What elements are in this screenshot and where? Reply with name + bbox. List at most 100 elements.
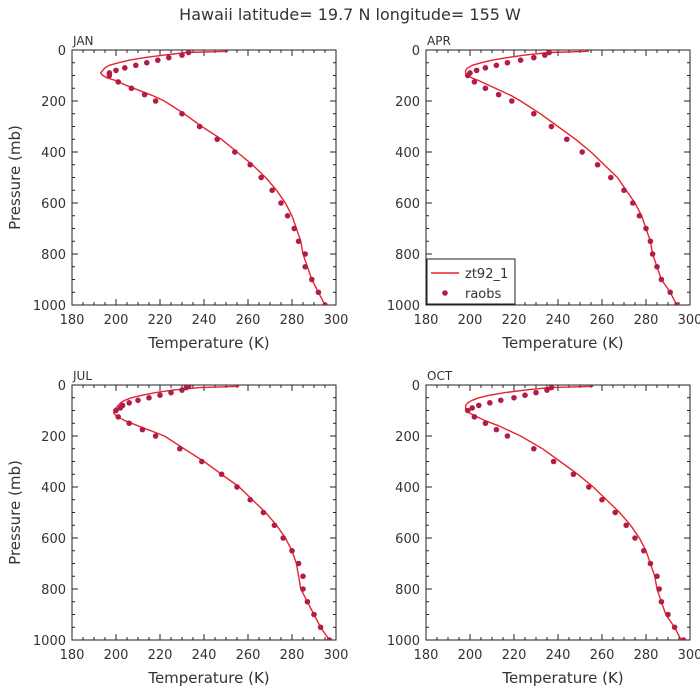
data-point-raobs: [654, 263, 660, 270]
data-point-raobs: [232, 149, 238, 155]
data-point-raobs: [311, 611, 317, 618]
data-point-raobs: [511, 394, 517, 401]
data-point-raobs: [531, 110, 537, 117]
data-point-raobs: [113, 67, 119, 74]
data-point-raobs: [122, 65, 128, 71]
data-point-raobs: [680, 637, 687, 640]
plot-area: [99, 50, 328, 305]
data-point-raobs: [300, 586, 306, 592]
data-point-raobs: [504, 433, 511, 439]
data-point-raobs: [247, 496, 253, 503]
data-point-raobs: [152, 98, 159, 104]
panel-oct: 180 200 220 240 260 280 300 0 200 400 600 800 1000 OC…: [387, 369, 700, 687]
data-point-raobs: [469, 405, 476, 411]
y-tick-label: 200: [41, 430, 66, 445]
data-point-raobs: [586, 484, 592, 490]
x-tick-label: 260: [236, 313, 261, 328]
x-tick-label: 300: [678, 648, 700, 663]
data-point-raobs: [465, 72, 471, 79]
data-point-raobs: [179, 110, 185, 117]
x-tick-label: 260: [236, 648, 261, 663]
data-point-raobs: [126, 400, 132, 406]
series-line-zt92_1: [464, 385, 682, 640]
x-axis-title: Temperature (K): [501, 334, 623, 352]
panels: 180 200 220 240 260 280 300 0 200 400 600 800 1000 JA…: [6, 34, 700, 687]
data-point-raobs: [199, 458, 205, 465]
data-point-raobs: [482, 65, 489, 71]
data-point-raobs: [106, 72, 113, 79]
data-point-raobs: [608, 174, 614, 181]
panel-label: OCT: [427, 369, 453, 383]
data-point-raobs: [115, 79, 121, 85]
x-tick-label: 220: [148, 648, 173, 663]
y-axis-title: Pressure (mb): [6, 460, 24, 565]
y-tick-label: 1000: [33, 299, 66, 314]
data-point-raobs: [302, 251, 309, 257]
data-point-raobs: [139, 426, 146, 433]
data-point-raobs: [280, 535, 287, 541]
panel-apr: 180 200 220 240 260 280 300 0 200 400 600 800 1000 AP…: [387, 34, 700, 352]
y-axis-title: Pressure (mb): [6, 125, 24, 230]
data-point-raobs: [157, 392, 163, 399]
data-point-raobs: [630, 200, 636, 206]
legend-label: zt92_1: [465, 267, 508, 282]
panel-label: APR: [427, 34, 451, 48]
x-tick-label: 300: [324, 648, 349, 663]
data-point-raobs: [542, 52, 548, 58]
panel-jan: 180 200 220 240 260 280 300 0 200 400 600 800 1000 JA…: [6, 34, 348, 352]
data-point-raobs: [126, 420, 132, 427]
data-point-raobs: [196, 123, 203, 130]
data-point-raobs: [599, 496, 605, 503]
data-point-raobs: [522, 392, 528, 399]
y-tick-label: 800: [41, 248, 66, 263]
data-point-raobs: [550, 458, 557, 465]
data-point-raobs: [671, 624, 678, 631]
data-point-raobs: [309, 276, 315, 283]
data-point-raobs: [493, 62, 500, 69]
data-point-raobs: [269, 187, 276, 194]
data-point-raobs: [482, 85, 489, 92]
data-point-raobs: [579, 149, 585, 155]
data-point-raobs: [487, 400, 493, 406]
series-line-zt92_1: [113, 385, 330, 640]
y-tick-label: 800: [395, 583, 420, 598]
x-tick-label: 180: [60, 648, 85, 663]
data-point-raobs: [271, 522, 278, 529]
data-point-raobs: [322, 302, 328, 305]
data-point-raobs: [476, 402, 482, 409]
data-point-raobs: [548, 385, 555, 391]
data-point-raobs: [548, 123, 555, 130]
data-point-raobs: [326, 637, 333, 640]
data-point-raobs: [179, 52, 185, 58]
x-tick-label: 240: [546, 648, 571, 663]
x-tick-label: 240: [192, 648, 217, 663]
data-point-raobs: [665, 611, 671, 618]
x-tick-label: 200: [104, 313, 129, 328]
y-tick-label: 800: [41, 583, 66, 598]
panel-jul: 180 200 220 240 260 280 300 0 200 400 600 800 1000 JU…: [6, 369, 348, 687]
data-point-raobs: [291, 225, 298, 232]
data-point-raobs: [295, 560, 302, 567]
figure-title: Hawaii latitude= 19.7 N longitude= 155 W: [179, 5, 521, 24]
data-point-raobs: [636, 212, 643, 219]
data-point-raobs: [632, 535, 638, 541]
data-point-raobs: [146, 394, 152, 401]
data-point-raobs: [493, 426, 500, 433]
data-point-raobs: [517, 57, 524, 63]
plot-area: [464, 50, 680, 305]
data-point-raobs: [302, 263, 309, 270]
data-point-raobs: [656, 586, 662, 592]
x-tick-label: 180: [414, 648, 439, 663]
x-tick-label: 220: [502, 648, 527, 663]
y-tick-label: 400: [395, 481, 420, 496]
data-point-raobs: [570, 471, 577, 478]
data-point-raobs: [260, 509, 267, 516]
data-point-raobs: [185, 50, 192, 56]
x-tick-label: 280: [634, 648, 659, 663]
legend-swatch-marker: [442, 290, 448, 296]
panel-label: JAN: [72, 34, 94, 48]
x-tick-label: 260: [590, 648, 615, 663]
data-point-raobs: [128, 85, 135, 92]
x-tick-label: 280: [280, 313, 305, 328]
